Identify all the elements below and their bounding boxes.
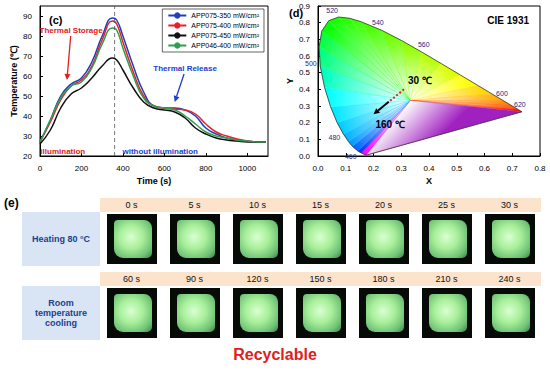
html-text:90 s: 90 s [186,274,203,284]
svg-text:460: 460 [345,153,357,160]
svg-text:0.8: 0.8 [299,18,311,27]
html-text:Heating 80 °C: Heating 80 °C [31,234,91,244]
svg-text:APP046-400 mW/cm²: APP046-400 mW/cm² [191,42,259,49]
svg-text:520: 520 [326,7,338,14]
svg-text:Temperature (℃): Temperature (℃) [9,45,19,116]
svg-text:0.1: 0.1 [340,164,352,173]
svg-text:Time (s): Time (s) [137,176,171,186]
svg-text:600: 600 [496,90,508,97]
html-text:20 s: 20 s [375,200,392,210]
svg-text:80: 80 [23,32,32,41]
svg-text:60: 60 [23,72,32,81]
svg-text:0: 0 [38,164,43,173]
html-text:0 s: 0 s [125,200,138,210]
svg-text:40: 40 [23,112,32,121]
svg-text:0.0: 0.0 [312,164,324,173]
svg-text:560: 560 [418,41,430,48]
svg-text:160 ℃: 160 ℃ [376,119,405,130]
svg-text:Y: Y [285,78,295,84]
svg-text:0.5: 0.5 [451,164,463,173]
svg-text:400: 400 [116,164,130,173]
svg-text:500: 500 [305,60,317,67]
html-text:30 s: 30 s [501,200,518,210]
html-text:Recyclable: Recyclable [233,346,317,363]
svg-text:540: 540 [372,19,384,26]
svg-text:Thermal Release: Thermal Release [153,64,217,73]
svg-text:0.4: 0.4 [423,164,435,173]
html-text:240 s: 240 s [498,274,521,284]
svg-text:50: 50 [23,92,32,101]
svg-text:0.5: 0.5 [299,68,311,77]
svg-text:(c): (c) [49,14,63,26]
svg-text:0.7: 0.7 [507,164,519,173]
svg-text:620: 620 [514,101,526,108]
svg-text:30: 30 [23,132,32,141]
html-text:150 s: 150 s [309,274,332,284]
svg-text:800: 800 [199,164,213,173]
svg-text:X: X [426,176,432,186]
svg-text:0.9: 0.9 [298,1,310,11]
svg-text:CIE 1931: CIE 1931 [487,15,529,26]
svg-text:without illumination: without illumination [121,147,198,156]
svg-text:illumination: illumination [40,147,85,156]
html-text:15 s: 15 s [312,200,329,210]
html-text:Room temperature cooling: Room temperature cooling [35,298,87,328]
svg-text:600: 600 [158,164,172,173]
svg-text:480: 480 [329,134,341,141]
svg-text:0.4: 0.4 [299,85,311,94]
svg-text:0.3: 0.3 [299,102,311,111]
svg-text:70: 70 [23,52,32,61]
html-text:5 s: 5 s [188,200,201,210]
html-text:180 s: 180 s [372,274,395,284]
svg-text:0.3: 0.3 [396,164,408,173]
svg-text:20: 20 [23,152,32,161]
svg-text:APP075-350 mW/cm²: APP075-350 mW/cm² [191,12,259,19]
html-text:25 s: 25 s [438,200,455,210]
svg-text:0.8: 0.8 [534,164,546,173]
svg-text:Thermal Storage: Thermal Storage [40,26,104,35]
html-text:10 s: 10 s [249,200,266,210]
svg-text:0.0: 0.0 [299,152,311,161]
svg-text:200: 200 [75,164,89,173]
html-text:120 s: 120 s [246,274,269,284]
svg-text:0.6: 0.6 [479,164,491,173]
svg-text:0.1: 0.1 [299,135,311,144]
svg-text:0.2: 0.2 [299,118,311,127]
svg-text:30 ℃: 30 ℃ [408,75,432,86]
svg-text:APP075-450 mW/cm²: APP075-450 mW/cm² [191,32,259,39]
html-text:210 s: 210 s [435,274,458,284]
svg-text:0.7: 0.7 [299,35,311,44]
svg-text:APP075-400 mW/cm²: APP075-400 mW/cm² [191,22,259,29]
svg-text:(d): (d) [289,7,303,19]
svg-text:0.6: 0.6 [298,51,310,61]
svg-text:90: 90 [23,12,32,21]
html-text:60 s: 60 s [123,274,140,284]
svg-text:1000: 1000 [238,164,256,173]
svg-text:0.2: 0.2 [368,164,380,173]
html-text:(e): (e) [4,196,19,210]
